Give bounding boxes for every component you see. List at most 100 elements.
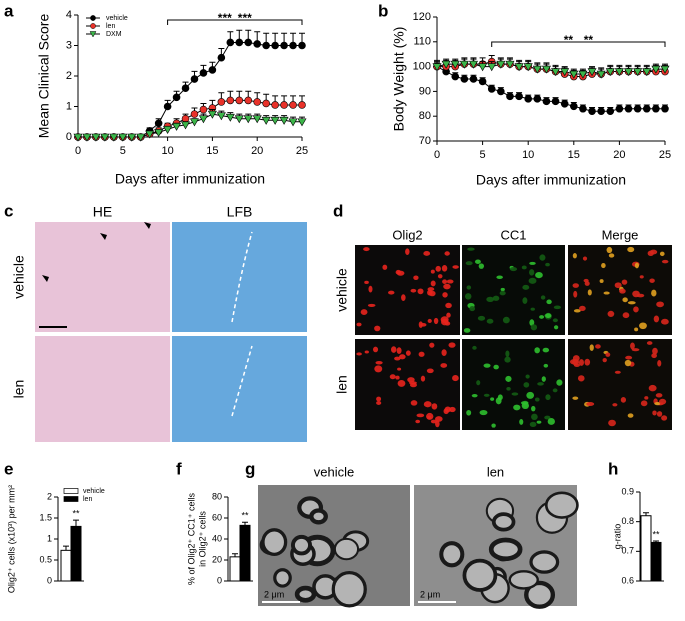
- cell: [372, 346, 379, 353]
- data-point: [100, 133, 110, 142]
- cell: [374, 365, 383, 373]
- axon: [462, 558, 498, 592]
- cell: [531, 413, 538, 421]
- data-point: [118, 133, 128, 142]
- cell: [649, 278, 655, 283]
- cell: [444, 251, 450, 256]
- cell: [356, 352, 362, 356]
- panel-label: h: [608, 459, 618, 478]
- column-header: Merge: [602, 227, 639, 242]
- cell: [614, 282, 622, 289]
- data-point: [253, 40, 262, 48]
- axon: [544, 491, 579, 519]
- cell: [376, 401, 382, 405]
- cell: [410, 288, 417, 293]
- data-point: [189, 118, 199, 127]
- data-point: [252, 115, 262, 124]
- cell: [648, 384, 657, 392]
- cell: [601, 263, 606, 269]
- cell: [504, 356, 511, 363]
- data-point: [289, 101, 297, 109]
- cell: [530, 324, 538, 331]
- cell: [477, 315, 486, 321]
- cell: [356, 322, 362, 327]
- y-tick-label: 90: [419, 85, 431, 97]
- bar: [60, 549, 72, 582]
- panel-label: f: [176, 459, 182, 478]
- cell: [658, 398, 667, 405]
- data-point: [262, 99, 270, 108]
- axon: [309, 508, 328, 525]
- data-point: [532, 65, 542, 74]
- cell: [443, 283, 451, 290]
- data-point: [523, 63, 533, 72]
- cell: [388, 290, 395, 295]
- data-point: [515, 92, 523, 101]
- data-point: [541, 65, 551, 74]
- cell: [463, 328, 471, 333]
- bar: [70, 525, 82, 582]
- cell: [364, 350, 369, 354]
- cell: [479, 409, 488, 416]
- y-tick-label: 100: [413, 61, 431, 73]
- cell: [389, 374, 396, 380]
- scale-bar-label: 2 μm: [420, 589, 440, 599]
- cell: [391, 346, 397, 353]
- cell: [640, 400, 648, 407]
- cell: [624, 359, 632, 367]
- cell: [546, 299, 552, 305]
- data-point: [487, 63, 497, 72]
- cell: [656, 411, 663, 417]
- data-point: [253, 98, 262, 106]
- data-point: [154, 119, 163, 128]
- cell: [652, 410, 657, 416]
- y-tick-label: 2: [66, 70, 72, 82]
- data-point: [217, 98, 226, 106]
- x-tick-label: 15: [568, 149, 580, 161]
- cell: [605, 352, 611, 357]
- cell: [621, 279, 628, 285]
- data-point: [280, 41, 288, 50]
- cell: [441, 264, 448, 272]
- cell: [573, 309, 581, 313]
- legend-marker: [90, 15, 96, 21]
- cell: [417, 288, 424, 295]
- data-point: [460, 75, 469, 83]
- data-point: [551, 68, 561, 77]
- data-point: [208, 66, 217, 74]
- cell: [375, 361, 383, 365]
- data-point: [615, 104, 624, 113]
- cell: [587, 289, 592, 296]
- cell: [529, 319, 535, 327]
- data-point: [487, 85, 496, 93]
- x-tick-label: 0: [434, 149, 440, 161]
- x-tick-label: 5: [480, 149, 486, 161]
- cell: [427, 287, 435, 292]
- y-tick-label: 1.5: [39, 512, 52, 522]
- significance-label: ***: [238, 11, 252, 25]
- data-point: [605, 68, 615, 77]
- cell: [607, 310, 615, 318]
- data-point: [172, 123, 182, 131]
- data-point: [569, 102, 578, 111]
- axon: [491, 512, 516, 532]
- x-axis-label: Days after immunization: [476, 172, 626, 188]
- cell: [483, 363, 491, 368]
- y-axis-label: Body Weight (%): [391, 27, 407, 132]
- cell: [426, 368, 434, 374]
- data-point: [633, 68, 643, 77]
- data-point: [288, 118, 298, 127]
- cell: [427, 318, 432, 324]
- data-point: [497, 87, 505, 96]
- axon: [524, 580, 556, 609]
- cell: [520, 401, 529, 405]
- cell: [632, 290, 640, 298]
- data-point: [524, 95, 533, 103]
- x-tick-label: 25: [296, 145, 308, 157]
- cell: [474, 259, 481, 264]
- cell: [657, 359, 662, 367]
- panel-label: e: [4, 459, 13, 478]
- cell: [651, 289, 657, 297]
- arrowhead: [42, 275, 49, 282]
